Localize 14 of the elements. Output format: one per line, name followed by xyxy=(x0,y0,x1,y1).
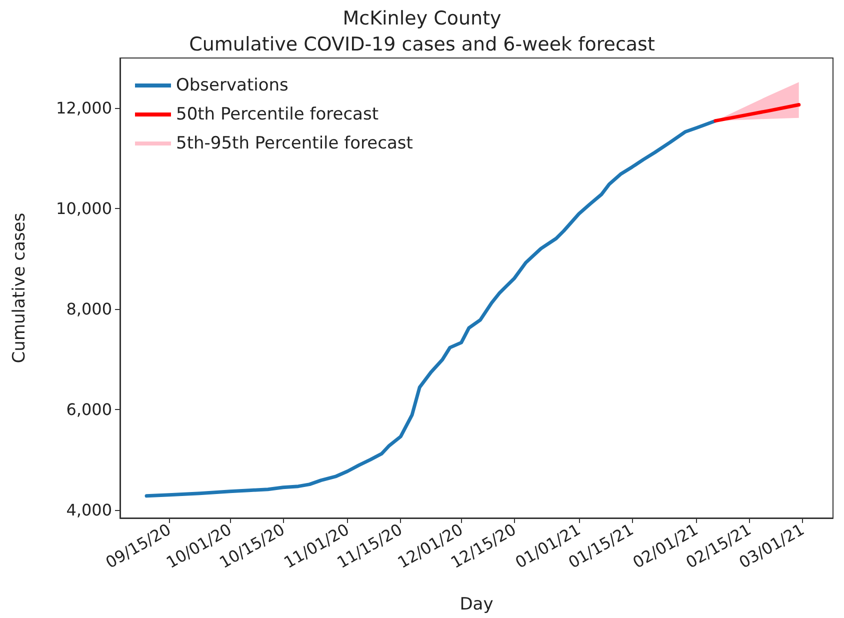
y-tick-label: 6,000 xyxy=(66,400,112,419)
y-tick-label: 12,000 xyxy=(56,98,112,118)
legend-label: Observations xyxy=(176,76,289,96)
x-axis-title: Day xyxy=(460,594,494,614)
chart-subtitle: Cumulative COVID-19 cases and 6-week forecast xyxy=(189,34,655,56)
y-tick-label: 8,000 xyxy=(66,299,112,318)
line-series xyxy=(714,103,801,123)
legend-label: 50th Percentile forecast xyxy=(176,104,379,124)
y-tick-label: 10,000 xyxy=(56,198,112,218)
line-series xyxy=(144,119,718,498)
y-tick-label: 4,000 xyxy=(66,500,112,520)
y-axis-title: Cumulative cases xyxy=(10,212,30,364)
legend-label: 5th-95th Percentile forecast xyxy=(176,134,414,154)
chart-title: McKinley County xyxy=(342,8,502,30)
